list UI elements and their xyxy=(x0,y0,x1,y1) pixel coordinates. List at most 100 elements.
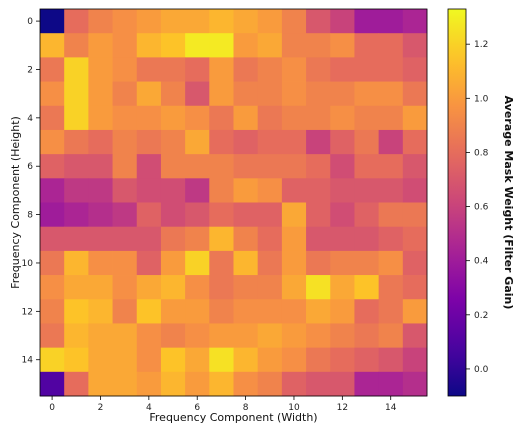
x-tick-label: 12 xyxy=(337,403,348,413)
colorbar xyxy=(447,8,467,397)
colorbar-tick-label: 0.8 xyxy=(474,148,489,158)
heatmap-cell-8-7 xyxy=(209,202,234,228)
heatmap-cell-0-9 xyxy=(257,9,283,34)
heatmap-cell-13-9 xyxy=(257,323,283,349)
heatmap-cell-12-13 xyxy=(354,299,380,324)
heatmap-cell-6-11 xyxy=(306,154,331,179)
heatmap-cell-13-13 xyxy=(354,323,380,349)
heatmap-cell-1-13 xyxy=(354,33,380,58)
heatmap-cell-13-15 xyxy=(402,323,428,349)
heatmap-cell-0-7 xyxy=(209,9,234,34)
heatmap-cell-1-7 xyxy=(209,33,234,58)
heatmap-cell-11-10 xyxy=(281,275,307,300)
colorbar-label: Average Mask Weight (Filter Gain) xyxy=(502,96,515,310)
heatmap-cell-6-5 xyxy=(160,154,186,179)
heatmap-cell-5-1 xyxy=(64,129,89,155)
heatmap-cell-5-0 xyxy=(40,129,65,155)
heatmap-cell-8-4 xyxy=(136,202,162,228)
heatmap-cell-12-11 xyxy=(306,299,331,324)
heatmap-cell-14-7 xyxy=(209,347,234,373)
heatmap-cell-10-13 xyxy=(354,250,380,276)
heatmap-cell-6-12 xyxy=(330,154,355,179)
heatmap-cell-12-6 xyxy=(185,299,210,324)
heatmap-cell-9-0 xyxy=(40,226,65,252)
heatmap-cell-2-12 xyxy=(330,57,355,82)
heatmap-cell-9-7 xyxy=(209,226,234,252)
heatmap-cell-3-14 xyxy=(378,81,404,107)
heatmap-cell-14-15 xyxy=(402,347,428,373)
heatmap-cell-1-9 xyxy=(257,33,283,58)
heatmap-cell-3-9 xyxy=(257,81,283,107)
heatmap-cell-4-12 xyxy=(330,105,355,131)
heatmap-cell-9-8 xyxy=(233,226,259,252)
heatmap-cell-15-11 xyxy=(306,371,331,397)
colorbar-tick-label: 0.6 xyxy=(474,203,489,213)
heatmap-cell-5-3 xyxy=(112,129,138,155)
heatmap-cell-3-1 xyxy=(64,81,89,107)
heatmap-cell-8-9 xyxy=(257,202,283,228)
heatmap-cell-2-2 xyxy=(88,57,113,82)
heatmap-cell-0-14 xyxy=(378,9,404,34)
heatmap-cell-3-12 xyxy=(330,81,355,107)
heatmap-cell-8-0 xyxy=(40,202,65,228)
heatmap-cell-15-1 xyxy=(64,371,89,397)
heatmap-cell-9-3 xyxy=(112,226,138,252)
heatmap-cell-0-15 xyxy=(402,9,428,34)
heatmap-cell-3-7 xyxy=(209,81,234,107)
colorbar-tick-label: 1.0 xyxy=(474,94,489,104)
heatmap-cell-13-12 xyxy=(330,323,355,349)
colorbar-tick-label: 0.0 xyxy=(474,365,489,375)
heatmap-cell-9-12 xyxy=(330,226,355,252)
x-tick-label: 14 xyxy=(385,403,397,413)
heatmap-cell-1-11 xyxy=(306,33,331,58)
heatmap-cell-6-7 xyxy=(209,154,234,179)
heatmap-cell-10-11 xyxy=(306,250,331,276)
heatmap-cell-5-2 xyxy=(88,129,113,155)
heatmap-cell-10-10 xyxy=(281,250,307,276)
heatmap-cell-14-13 xyxy=(354,347,380,373)
heatmap-cell-8-10 xyxy=(281,202,307,228)
heatmap-cell-10-6 xyxy=(185,250,210,276)
heatmap-cell-4-13 xyxy=(354,105,380,131)
heatmap-cell-0-1 xyxy=(64,9,89,34)
heatmap-cell-7-2 xyxy=(88,178,113,203)
heatmap-cell-4-14 xyxy=(378,105,404,131)
heatmap-cell-4-1 xyxy=(64,105,89,131)
heatmap-cell-12-0 xyxy=(40,299,65,324)
heatmap-cell-14-5 xyxy=(160,347,186,373)
heatmap-cell-9-10 xyxy=(281,226,307,252)
heatmap-cell-9-6 xyxy=(185,226,210,252)
heatmap-cell-15-14 xyxy=(378,371,404,397)
heatmap-cell-7-9 xyxy=(257,178,283,203)
heatmap-cell-3-3 xyxy=(112,81,138,107)
heatmap-cell-7-5 xyxy=(160,178,186,203)
heatmap-cell-4-0 xyxy=(40,105,65,131)
heatmap-cell-1-4 xyxy=(136,33,162,58)
heatmap-cell-4-6 xyxy=(185,105,210,131)
heatmap-cell-6-3 xyxy=(112,154,138,179)
heatmap-cell-15-6 xyxy=(185,371,210,397)
heatmap-cell-3-4 xyxy=(136,81,162,107)
heatmap-cell-14-9 xyxy=(257,347,283,373)
heatmap-cell-8-2 xyxy=(88,202,113,228)
heatmap-cell-2-5 xyxy=(160,57,186,82)
heatmap-cell-12-10 xyxy=(281,299,307,324)
heatmap-cell-7-8 xyxy=(233,178,259,203)
heatmap-cell-7-7 xyxy=(209,178,234,203)
heatmap-cell-12-14 xyxy=(378,299,404,324)
heatmap-cell-7-6 xyxy=(185,178,210,203)
heatmap-cell-8-1 xyxy=(64,202,89,228)
heatmap-cell-5-10 xyxy=(281,129,307,155)
heatmap-cell-11-3 xyxy=(112,275,138,300)
x-tick-label: 6 xyxy=(194,403,200,413)
heatmap-cell-15-8 xyxy=(233,371,259,397)
heatmap-cell-9-5 xyxy=(160,226,186,252)
heatmap-cell-15-13 xyxy=(354,371,380,397)
heatmap-cell-5-8 xyxy=(233,129,259,155)
heatmap-cell-1-6 xyxy=(185,33,210,58)
heatmap-cell-7-1 xyxy=(64,178,89,203)
heatmap-cell-13-0 xyxy=(40,323,65,349)
heatmap-cell-7-12 xyxy=(330,178,355,203)
heatmap-cell-11-14 xyxy=(378,275,404,300)
